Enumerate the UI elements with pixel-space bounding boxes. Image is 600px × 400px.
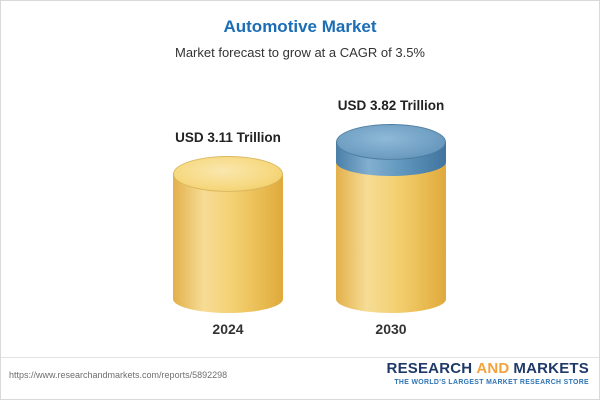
bar-value-label: USD 3.11 Trillion bbox=[175, 130, 281, 145]
logo-tagline: THE WORLD'S LARGEST MARKET RESEARCH STOR… bbox=[394, 379, 589, 386]
bar-value-label: USD 3.82 Trillion bbox=[337, 98, 445, 113]
logo-wordmark: RESEARCH AND MARKETS bbox=[387, 361, 589, 376]
cylinder-top-blue bbox=[336, 124, 446, 160]
cylinder-top-gold bbox=[173, 156, 283, 192]
logo-word-research: RESEARCH bbox=[386, 360, 473, 377]
chart-subtitle: Market forecast to grow at a CAGR of 3.5… bbox=[175, 45, 425, 60]
logo-word-markets: MARKETS bbox=[513, 360, 589, 377]
bar-group-2030: USD 3.82 Trillion 2030 bbox=[336, 1, 446, 399]
logo-word-and: AND bbox=[476, 360, 510, 377]
footer-divider bbox=[1, 357, 599, 358]
bar-category-label: 2024 bbox=[212, 321, 244, 337]
report-url: https://www.researchandmarkets.com/repor… bbox=[9, 370, 228, 380]
cylinder-body-gold bbox=[336, 162, 446, 313]
bar-category-label: 2030 bbox=[375, 321, 407, 337]
logo: RESEARCH AND MARKETS THE WORLD'S LARGEST M… bbox=[387, 361, 589, 387]
bar-group-2024: USD 3.11 Trillion 2024 bbox=[173, 1, 283, 399]
chart-title: Automotive Market bbox=[223, 17, 377, 36]
cylinder-body-gold bbox=[173, 174, 283, 313]
